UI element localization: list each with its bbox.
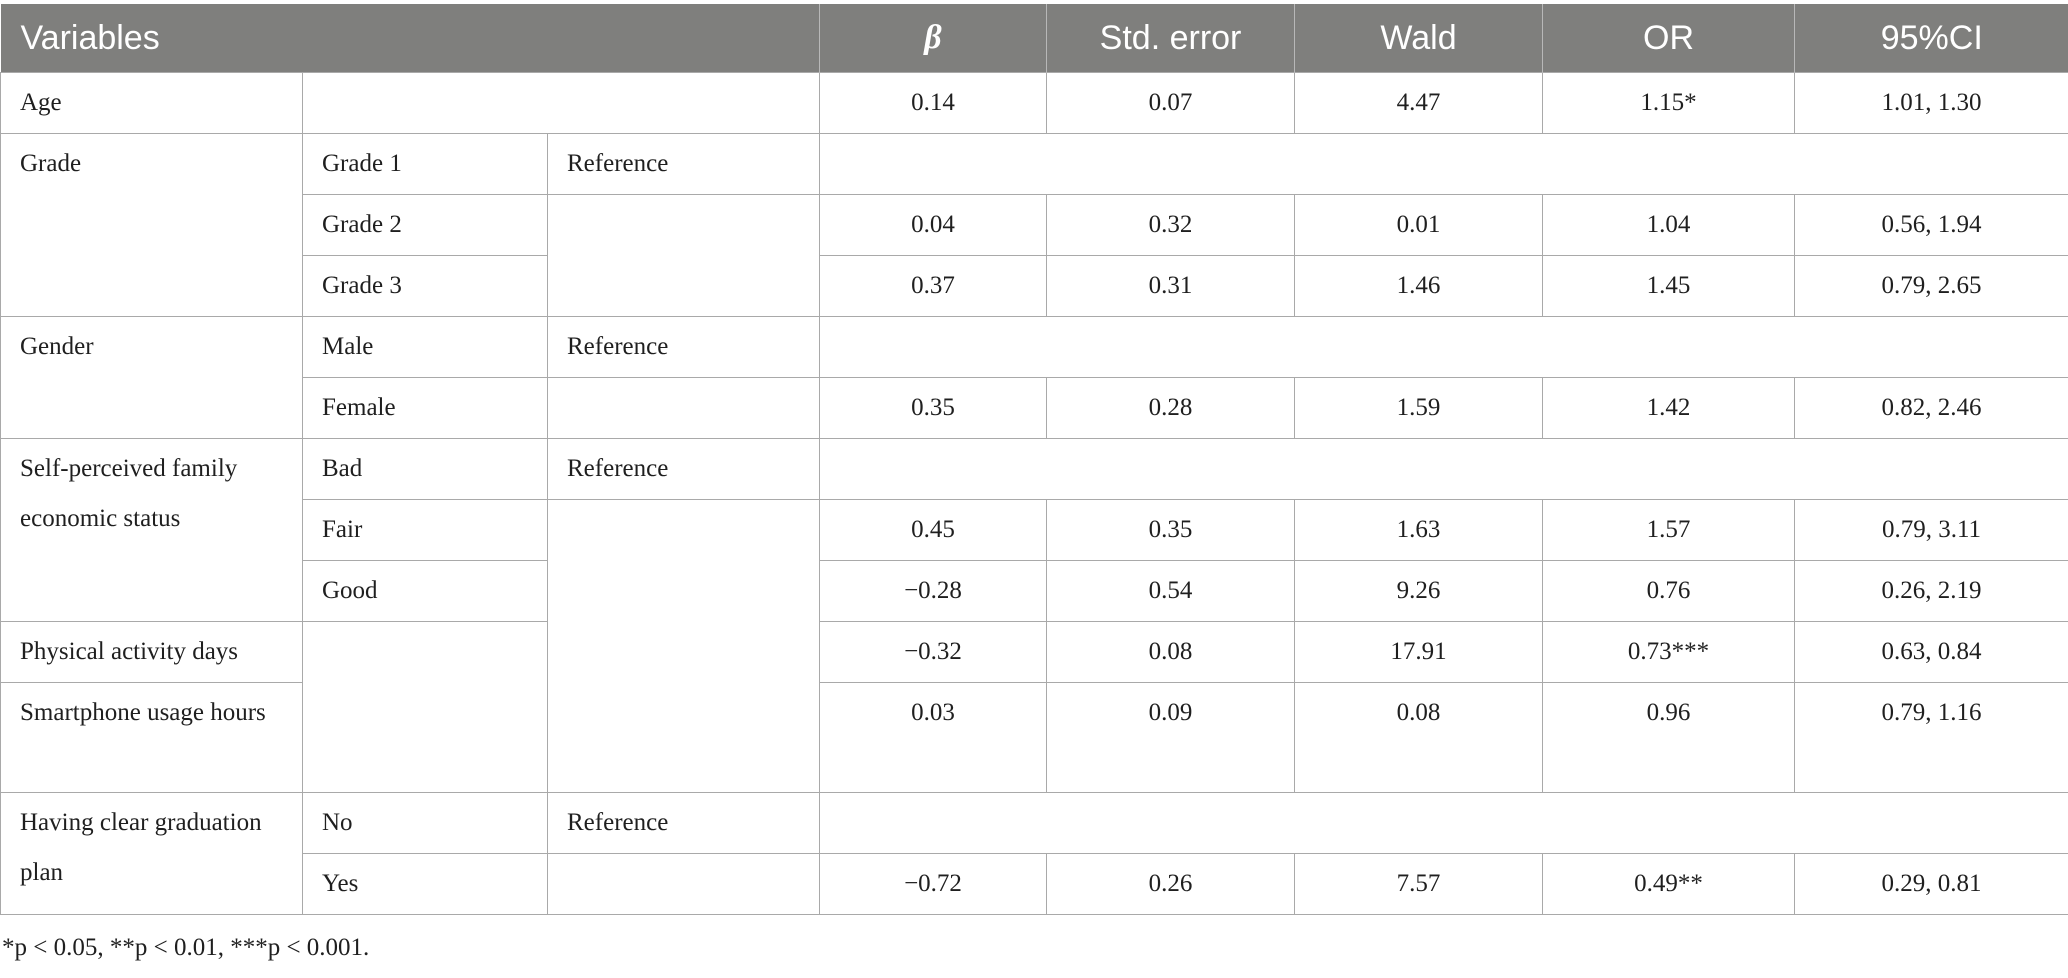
ci-value: 0.63, 0.84 <box>1794 621 2068 683</box>
ci-value: 0.79, 2.65 <box>1794 255 2068 317</box>
beta-value: 0.45 <box>819 499 1048 561</box>
reference-label: Reference <box>546 133 821 195</box>
reference-label: Reference <box>546 792 821 854</box>
table-row: Grade 3 0.37 0.31 1.46 1.45 0.79, 2.65 <box>1 255 2068 317</box>
std-error-value: 0.09 <box>1046 682 1296 793</box>
variable-label: Physical activity days <box>0 621 303 683</box>
level-label: Good <box>302 560 548 622</box>
std-error-value: 0.32 <box>1046 194 1296 256</box>
wald-value: 1.59 <box>1294 377 1544 439</box>
table-row: Fair 0.45 0.35 1.63 1.57 0.79, 3.11 <box>1 499 2068 793</box>
variable-label: Gender <box>0 316 303 439</box>
beta-value: −0.72 <box>819 853 1048 915</box>
header-ci: 95%CI <box>1794 4 2068 73</box>
level-label: No <box>302 792 548 854</box>
beta-value: −0.32 <box>819 621 1048 683</box>
or-value: 0.96 <box>1542 682 1796 793</box>
reference-label: Reference <box>546 316 821 378</box>
empty-cell <box>546 499 821 793</box>
ci-value: 0.26, 2.19 <box>1794 560 2068 622</box>
wald-value: 4.47 <box>1294 72 1544 134</box>
logistic-regression-table: Variables β Std. error Wald OR 95%CI Age… <box>0 4 2068 915</box>
ci-value: 0.79, 1.16 <box>1794 682 2068 793</box>
empty-cell <box>819 133 2068 195</box>
header-row: Variables β Std. error Wald OR 95%CI <box>0 4 2068 73</box>
table-row: Grade 2 0.04 0.32 0.01 1.04 0.56, 1.94 <box>1 194 2068 317</box>
beta-value: 0.14 <box>819 72 1048 134</box>
table-row: Yes −0.72 0.26 7.57 0.49** 0.29, 0.81 <box>1 853 2068 915</box>
reference-label: Reference <box>546 438 821 500</box>
or-value: 1.42 <box>1542 377 1796 439</box>
wald-value: 9.26 <box>1294 560 1544 622</box>
or-value: 1.57 <box>1542 499 1796 561</box>
table-row: Having clear graduation plan No Referenc… <box>0 792 2068 915</box>
std-error-value: 0.35 <box>1046 499 1296 561</box>
level-label: Grade 3 <box>302 255 548 317</box>
ci-value: 0.56, 1.94 <box>1794 194 2068 256</box>
beta-value: 0.03 <box>819 682 1048 793</box>
header-variables: Variables <box>0 4 820 73</box>
wald-value: 1.46 <box>1294 255 1544 317</box>
wald-value: 7.57 <box>1294 853 1544 915</box>
empty-cell <box>546 194 821 317</box>
table-row: Female 0.35 0.28 1.59 1.42 0.82, 2.46 <box>1 377 2068 439</box>
wald-value: 0.01 <box>1294 194 1544 256</box>
empty-cell <box>819 792 2068 854</box>
ci-value: 1.01, 1.30 <box>1794 72 2068 134</box>
std-error-value: 0.08 <box>1046 621 1296 683</box>
beta-value: −0.28 <box>819 560 1048 622</box>
wald-value: 0.08 <box>1294 682 1544 793</box>
ci-value: 0.29, 0.81 <box>1794 853 2068 915</box>
variable-label: Grade <box>0 133 303 317</box>
table-row: Physical activity days −0.32 0.08 17.91 … <box>0 621 2068 793</box>
empty-cell <box>546 377 821 439</box>
header-wald: Wald <box>1294 4 1543 73</box>
level-label: Grade 1 <box>302 133 548 195</box>
level-label: Bad <box>302 438 548 500</box>
beta-value: 0.04 <box>819 194 1048 256</box>
empty-cell <box>546 853 821 915</box>
table-row: Age 0.14 0.07 4.47 1.15* 1.01, 1.30 <box>0 72 2068 134</box>
table-row: Good −0.28 0.54 9.26 0.76 0.26, 2.19 <box>1 560 2068 622</box>
results-table-container: Variables β Std. error Wald OR 95%CI Age… <box>0 4 2068 915</box>
empty-cell <box>819 438 2068 500</box>
std-error-value: 0.07 <box>1046 72 1296 134</box>
variable-label: Having clear graduation plan <box>0 792 303 915</box>
level-label: Yes <box>302 853 548 915</box>
std-error-value: 0.31 <box>1046 255 1296 317</box>
significance-footnote: *p < 0.05, **p < 0.01, ***p < 0.001. <box>2 934 370 961</box>
or-value: 0.73*** <box>1542 621 1796 683</box>
or-value: 0.76 <box>1542 560 1796 622</box>
std-error-value: 0.54 <box>1046 560 1296 622</box>
beta-value: 0.37 <box>819 255 1048 317</box>
table-row: Gender Male Reference <box>0 316 2068 439</box>
wald-value: 1.63 <box>1294 499 1544 561</box>
or-value: 1.45 <box>1542 255 1796 317</box>
std-error-value: 0.28 <box>1046 377 1296 439</box>
ci-value: 0.79, 3.11 <box>1794 499 2068 561</box>
or-value: 0.49** <box>1542 853 1796 915</box>
table-row: Grade Grade 1 Reference <box>0 133 2068 317</box>
std-error-value: 0.26 <box>1046 853 1296 915</box>
level-label: Grade 2 <box>302 194 548 256</box>
empty-cell <box>819 316 2068 378</box>
or-value: 1.15* <box>1542 72 1796 134</box>
header-beta: β <box>819 4 1047 73</box>
ci-value: 0.82, 2.46 <box>1794 377 2068 439</box>
variable-label: Smartphone usage hours <box>0 682 303 793</box>
level-label: Female <box>302 377 548 439</box>
table-row: Self-perceived family economic status Ba… <box>0 438 2068 622</box>
header-or: OR <box>1542 4 1795 73</box>
variable-label: Self-perceived family economic status <box>0 438 303 622</box>
empty-cell <box>302 621 548 793</box>
empty-cell <box>301 72 821 134</box>
beta-value: 0.35 <box>819 377 1048 439</box>
variable-label: Age <box>0 72 303 134</box>
or-value: 1.04 <box>1542 194 1796 256</box>
level-label: Male <box>302 316 548 378</box>
level-label: Fair <box>302 499 548 561</box>
header-std-error: Std. error <box>1046 4 1295 73</box>
wald-value: 17.91 <box>1294 621 1544 683</box>
